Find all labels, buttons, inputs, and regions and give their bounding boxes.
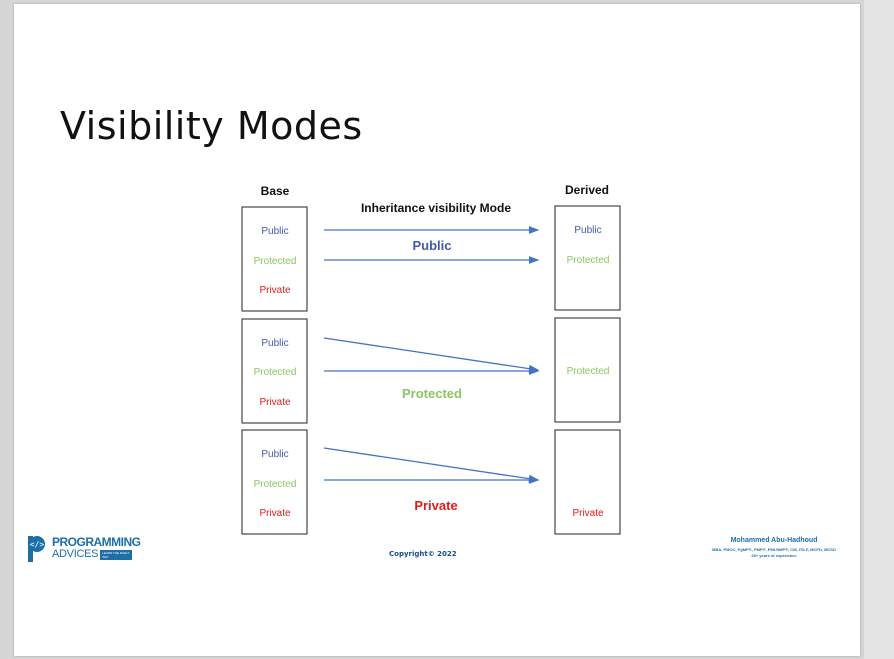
derived-box-private bbox=[554, 429, 621, 535]
logo-line1: PROGRAMMING bbox=[52, 535, 141, 549]
base-box-public bbox=[241, 206, 308, 312]
row1-derived-protected: Protected bbox=[567, 255, 610, 266]
derived-header: Derived bbox=[565, 183, 609, 197]
row1-base-private: Private bbox=[259, 285, 291, 296]
row3-base-public: Public bbox=[261, 449, 288, 460]
slide: Visibility Modes Base Derived Inheritanc… bbox=[14, 4, 860, 656]
derived-box-protected bbox=[554, 317, 621, 423]
author-name: Mohammed Abu-Hadhoud bbox=[730, 537, 818, 544]
row3-base-private: Private bbox=[259, 508, 291, 519]
row2-mode-label: Protected bbox=[402, 386, 462, 401]
row3-mode-label: Private bbox=[414, 498, 457, 513]
mode-heading: Inheritance visibility Mode bbox=[361, 201, 511, 215]
author-credentials: MBA, PMOC, PgMP®, PMP®, PMI-RMP®, CM, IT… bbox=[712, 547, 836, 552]
logo-line2: ADVICES bbox=[52, 548, 99, 560]
slide-title: Visibility Modes bbox=[60, 104, 363, 148]
logo-tagline: LEARN THE RIGHT WAY bbox=[100, 549, 133, 560]
row1-mode-label: Public bbox=[412, 238, 451, 253]
derived-box-public bbox=[554, 205, 621, 311]
base-box-protected bbox=[241, 318, 308, 424]
vertical-scrollbar[interactable] bbox=[864, 0, 894, 659]
row2-base-public: Public bbox=[261, 338, 288, 349]
row3-derived-private: Private bbox=[572, 508, 604, 519]
row1-derived-public: Public bbox=[574, 225, 601, 236]
author-experience: 26+ years of experience bbox=[751, 553, 797, 558]
author-block: Mohammed Abu-Hadhoud MBA, PMOC, PgMP®, P… bbox=[694, 537, 854, 558]
row3-base-protected: Protected bbox=[254, 479, 297, 490]
copyright-text: Copyright© 2022 bbox=[389, 550, 457, 558]
row1-base-public: Public bbox=[261, 226, 288, 237]
svg-text:</>: </> bbox=[30, 540, 45, 549]
row2-base-protected: Protected bbox=[254, 367, 297, 378]
row2-arrow-public bbox=[323, 337, 540, 373]
base-header: Base bbox=[261, 184, 290, 198]
visibility-diagram: Base Derived Inheritance visibility Mode… bbox=[241, 183, 621, 535]
row2-derived-protected: Protected bbox=[567, 366, 610, 377]
row1-base-protected: Protected bbox=[254, 256, 297, 267]
programming-advices-logo: </> PROGRAMMING ADVICES LEARN THE RIGHT … bbox=[28, 532, 141, 564]
base-box-private bbox=[241, 429, 308, 535]
logo-p-icon: </> bbox=[28, 534, 48, 562]
row3-arrow-public bbox=[323, 447, 540, 483]
row2-base-private: Private bbox=[259, 397, 291, 408]
